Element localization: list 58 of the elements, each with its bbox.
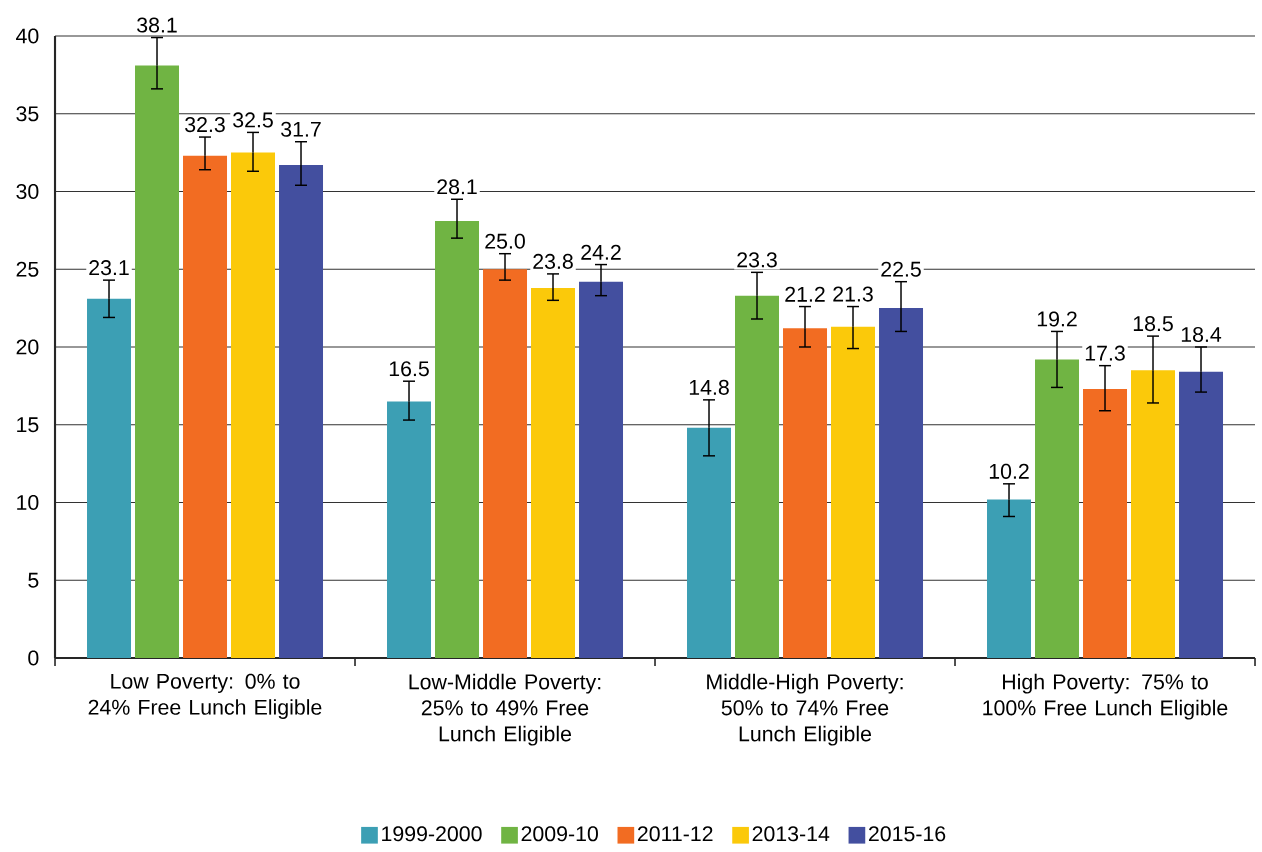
data-label: 23.1 [89, 260, 129, 276]
data-label: 17.3 [1085, 345, 1125, 361]
y-tick-label: 10 [17, 494, 39, 511]
y-tick-label: 35 [16, 106, 39, 122]
legend-label: 2015-16 [868, 826, 946, 842]
x-tick-label: High Poverty: 75% to 100% Free Lunch Eligible [983, 673, 1228, 720]
bar [135, 65, 180, 658]
x-tick-label: Low-Middle Poverty: 25% to 49% Free Lunch Eligible [409, 673, 601, 746]
bar [87, 298, 132, 658]
legend-label: 2011-12 [637, 826, 713, 842]
bar [879, 308, 924, 658]
bar [831, 326, 876, 658]
data-label: 32.3 [185, 117, 225, 133]
data-label: 16.5 [389, 361, 429, 377]
legend-label: 1999-2000 [382, 826, 482, 842]
bar [279, 165, 324, 658]
y-tick-label: 20 [16, 339, 39, 355]
y-tick-label: 25 [16, 261, 39, 277]
y-tick-label: 40 [16, 28, 39, 44]
bar [435, 221, 480, 658]
bar [483, 269, 528, 658]
data-label: 23.3 [737, 252, 777, 268]
bar [579, 281, 624, 658]
data-label: 19.2 [1037, 311, 1077, 327]
data-label: 38.1 [137, 17, 177, 33]
bar [783, 328, 828, 658]
bar [687, 427, 732, 658]
y-tick-label: 30 [16, 183, 39, 200]
data-label: 18.4 [1181, 326, 1222, 343]
data-label: 25.0 [485, 233, 525, 249]
data-label: 21.3 [833, 286, 873, 302]
y-tick-label: 5 [28, 572, 39, 588]
legend-label: 2009-10 [521, 826, 598, 842]
data-label: 10.2 [989, 463, 1029, 479]
bar [387, 401, 432, 658]
data-label: 32.5 [233, 112, 273, 128]
bar [1179, 371, 1224, 658]
bar [987, 499, 1032, 658]
bar [735, 295, 780, 658]
bar [1083, 388, 1128, 658]
bar [1035, 359, 1080, 658]
data-label: 21.2 [785, 286, 825, 302]
data-label: 18.5 [1133, 316, 1173, 332]
data-label: 14.8 [689, 379, 729, 395]
y-tick-label: 0 [28, 650, 39, 666]
x-tick-label: Low Poverty: 0% to 24% Free Lunch Eligible [88, 673, 322, 720]
y-tick-label: 15 [17, 417, 39, 433]
data-label: 28.1 [437, 179, 477, 195]
bar [531, 287, 576, 658]
bar [1131, 370, 1176, 658]
x-tick-label: Middle-High Poverty: 50% to 74% Free Lunch Eligible [707, 673, 903, 746]
data-label: 31.7 [281, 121, 321, 137]
bar [183, 155, 228, 658]
legend-label: 2013-14 [752, 826, 830, 842]
bar [231, 152, 276, 658]
data-label: 23.8 [533, 253, 573, 269]
data-label: 22.5 [881, 261, 921, 277]
data-label: 24.2 [581, 244, 621, 260]
